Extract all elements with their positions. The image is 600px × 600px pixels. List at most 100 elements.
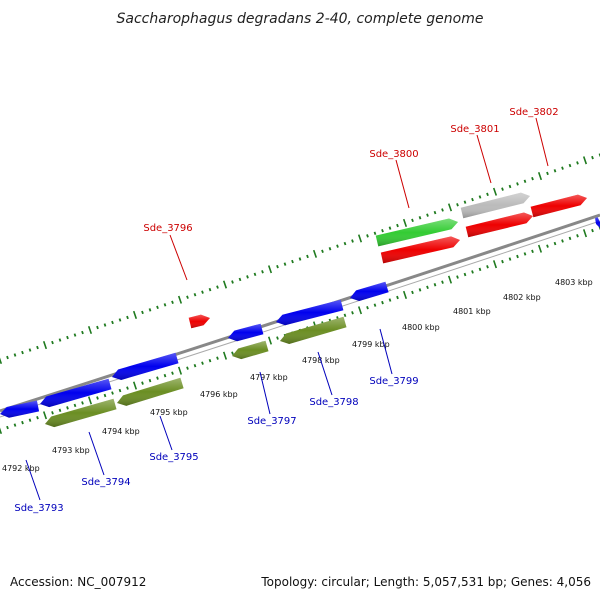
major-tick [357,234,363,243]
minor-tick [501,259,504,264]
minor-tick [276,264,279,269]
minor-tick [111,320,114,325]
gene-labels: Sde_3793 Sde_3794 Sde_3795 Sde_3796 Sde_3797… [14,107,558,514]
gene-arrow-edge [595,217,600,228]
label-leader-line [476,134,492,184]
minor-tick [28,348,32,352]
minor-tick [96,325,99,330]
minor-tick [396,295,399,300]
minor-tick [6,355,9,360]
scale-label: 4799 kbp [352,340,390,349]
gene-arrow-sde3796 [188,314,210,329]
minor-tick [246,275,249,279]
gene-arrow-sde3799 [350,281,389,301]
minor-tick [366,305,369,310]
major-tick [582,156,588,165]
minor-tick [148,378,152,383]
minor-tick [343,241,347,246]
minor-tick [126,315,129,320]
minor-tick [216,285,219,289]
minor-tick [388,226,392,230]
minor-tick [298,257,302,261]
gene-arrow-sde3801 [460,192,530,219]
minor-tick [141,381,144,385]
minor-tick [591,228,594,233]
major-tick [402,218,408,227]
minor-tick [456,275,459,279]
minor-tick [96,396,99,400]
major-tick [447,203,453,212]
minor-tick [456,203,459,207]
major-tick [132,381,138,390]
minor-tick [478,267,482,272]
gene-label-text: Sde_3801 [450,124,499,135]
gene-label: Sde_3794 [81,431,131,488]
minor-tick [471,197,474,202]
minor-tick [426,213,429,217]
scale-label: 4796 kbp [200,390,238,399]
minor-tick [111,391,114,395]
minor-tick [186,295,189,299]
minor-tick [171,371,174,375]
major-tick [0,427,3,435]
major-tick [42,411,48,420]
gene-label: Sde_3801 [450,124,500,184]
scale-label: 4801 kbp [453,307,491,316]
gene-arrow-sde3798 [276,299,344,326]
major-tick [492,187,498,196]
label-leader-line [159,415,173,451]
gene-label: Sde_3798 [309,351,359,408]
minor-tick [501,187,504,191]
gene-label-text: Sde_3794 [81,477,130,488]
minor-tick [516,182,519,186]
scale-label: 4803 kbp [555,278,593,287]
minor-tick [418,216,422,220]
summary-text: Topology: circular; Length: 5,057,531 bp… [260,575,591,589]
minor-tick [351,311,354,315]
major-tick [447,275,453,284]
minor-tick [73,403,77,408]
minor-tick [463,200,467,204]
minor-tick [576,234,579,238]
minor-tick [36,345,39,350]
minor-tick [118,318,122,322]
minor-tick [21,350,24,355]
minor-tick [568,163,572,168]
gene-label-text: Sde_3800 [369,149,418,160]
minor-tick [546,244,549,248]
major-tick [312,249,318,258]
minor-tick [66,406,69,410]
gene-label-text: Sde_3793 [14,503,63,514]
major-tick [177,295,183,304]
minor-tick [433,210,437,215]
major-tick [42,340,48,350]
minor-tick [576,161,579,165]
minor-tick [231,280,234,284]
minor-tick [561,166,564,170]
major-tick [177,366,183,375]
scale-label: 4794 kbp [102,427,140,436]
minor-tick [508,184,512,189]
minor-tick [163,373,167,378]
gene-label: Sde_3795 [149,415,199,463]
scale-labels: 4792 kbp 4793 kbp 4794 kbp 4795 kbp 4796 kbp… [2,278,593,473]
scale-label: 4800 kbp [402,323,440,332]
minor-tick [523,252,527,256]
minor-tick [201,290,204,294]
gene-arrow-sde3795 [112,352,179,380]
minor-tick [81,401,84,405]
minor-tick [411,290,414,295]
minor-tick [388,298,392,302]
gene-label: Sde_3802 [509,107,559,167]
minor-tick [126,386,129,390]
minor-tick [81,330,84,335]
minor-tick [231,351,234,355]
minor-tick [411,218,414,223]
minor-tick [516,254,519,259]
minor-tick [343,313,347,318]
gene-arrow-sde3802 [530,194,587,218]
accession-text: Accession: NC_007912 [10,575,146,589]
upper-tick-row [0,153,600,365]
scale-label: 4802 kbp [503,293,541,302]
gene-arrow-sde3793 [0,400,40,418]
